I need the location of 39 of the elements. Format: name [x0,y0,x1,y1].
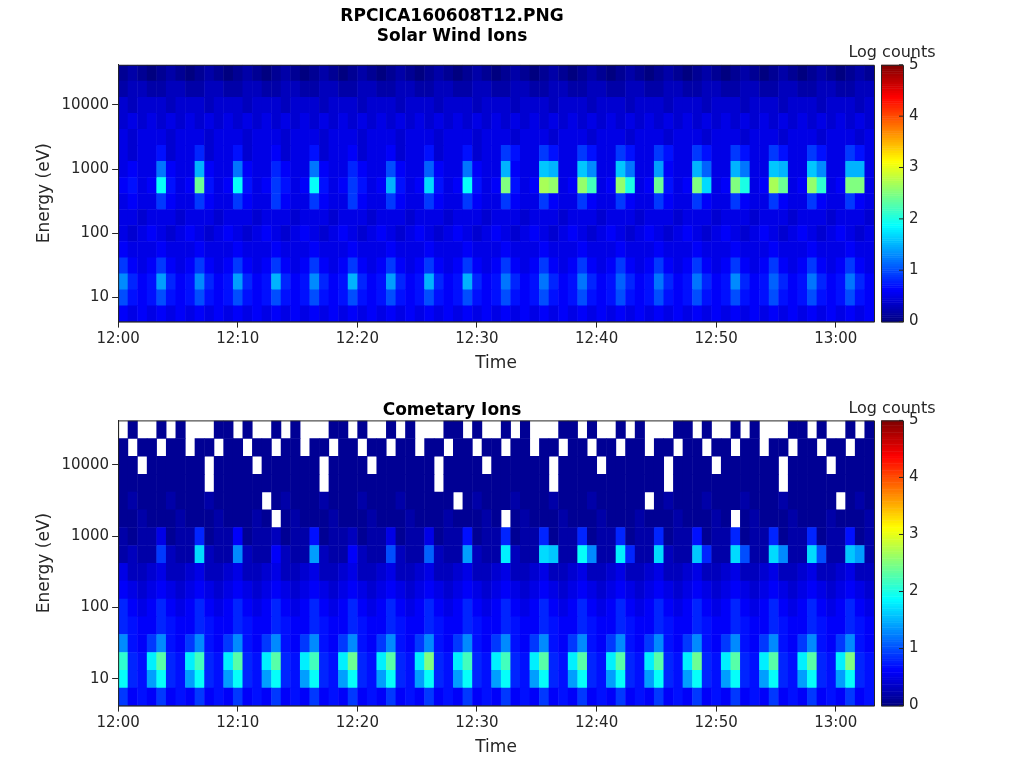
x-tick-label: 12:00 [96,713,140,732]
y-tick-label: 1000 [70,159,110,178]
x-tick-label: 12:40 [574,713,619,732]
x-tick-label: 13:00 [814,329,858,348]
x-axis-title: Time [474,352,517,373]
color-bar-label: 3 [909,157,919,176]
x-tick-label: 12:50 [694,713,738,732]
color-bar-label: 2 [909,208,919,227]
y-axis-title: Energy (eV) [32,143,53,244]
color-bar-label: 2 [909,581,919,600]
x-tick-label: 12:30 [455,329,499,348]
x-tick-label: 12:30 [455,713,499,732]
x-tick-label: 12:10 [216,713,260,732]
color-bar-label: 4 [909,467,919,486]
y-tick-label: 100 [80,223,110,242]
y-tick-label: 1000 [70,526,110,545]
y-tick-label: 10 [90,287,110,306]
x-tick-label: 12:00 [96,329,140,348]
color-bar-label: 1 [909,638,919,657]
y-tick-label: 10000 [61,454,110,473]
chart-title: Cometary Ions [382,398,522,419]
x-tick-label: 12:40 [574,329,619,348]
chart-subtitle: Solar Wind Ions [376,25,528,46]
x-tick-label: 12:10 [216,329,260,348]
color-bar-label: 1 [909,260,919,279]
color-bar-label: 0 [909,311,919,330]
color-bar-label: 3 [909,524,919,543]
x-tick-label: 12:50 [694,329,738,348]
color-bar-label: 4 [909,106,919,125]
color-bar-label: 0 [909,695,919,714]
chart-title: RPCICA160608T12.PNG [340,4,564,25]
x-tick-label: 13:00 [814,713,858,732]
x-tick-label: 12:20 [335,329,379,348]
x-tick-label: 12:20 [335,713,379,732]
y-axis-title: Energy (eV) [32,512,53,614]
y-tick-label: 100 [80,597,110,616]
y-tick-label: 10 [90,668,110,687]
y-tick-label: 10000 [61,94,110,113]
x-axis-title: Time [474,736,517,757]
